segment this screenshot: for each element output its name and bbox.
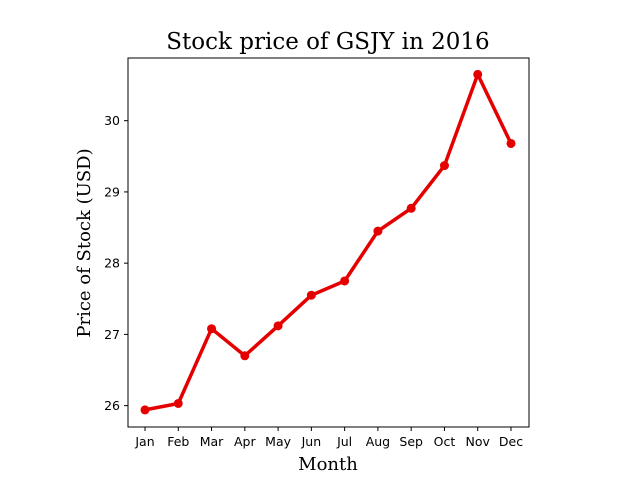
- data-point: [273, 321, 283, 331]
- y-tick-label: 26: [104, 398, 120, 413]
- x-tick-label: Jun: [301, 434, 322, 449]
- y-tick-label: 30: [104, 113, 120, 128]
- y-tick-label: 28: [104, 256, 120, 271]
- x-tick-label: Nov: [466, 434, 491, 449]
- series-line: [143, 72, 513, 412]
- x-tick-label: Aug: [366, 434, 390, 449]
- data-point: [340, 276, 350, 286]
- x-tick-label: Dec: [499, 434, 523, 449]
- x-tick-label: Jul: [336, 434, 352, 449]
- y-axis-label: Price of Stock (USD): [74, 148, 95, 337]
- x-tick-label: Jan: [134, 434, 154, 449]
- x-tick-label: Oct: [434, 434, 456, 449]
- x-axis-label: Month: [298, 454, 358, 475]
- x-tick-label: Feb: [167, 434, 189, 449]
- x-tick-label: Sep: [399, 434, 423, 449]
- data-point: [207, 324, 217, 334]
- chart-title: Stock price of GSJY in 2016: [166, 29, 489, 55]
- data-point: [406, 203, 416, 213]
- plot-area: 26 27 28 29 30 Jan Feb Mar Apr May Jun Jul Aug Sep Oc…: [104, 57, 530, 449]
- y-tick-label: 29: [104, 184, 120, 199]
- data-point: [306, 290, 316, 300]
- plot-frame: [127, 57, 530, 428]
- x-tick-label: Apr: [234, 434, 256, 449]
- data-point: [173, 398, 183, 408]
- x-tick-label: May: [265, 434, 291, 449]
- x-axis-ticks: Jan Feb Mar Apr May Jun Jul Aug Sep Oct Nov Dec: [134, 427, 523, 449]
- data-point: [140, 405, 150, 415]
- y-tick-label: 27: [104, 327, 120, 342]
- series-layer: [140, 69, 516, 415]
- x-tick-label: Mar: [200, 434, 224, 449]
- data-point: [240, 351, 250, 361]
- y-axis-ticks: 26 27 28 29 30: [104, 113, 128, 413]
- data-point: [473, 69, 483, 79]
- data-point: [373, 226, 383, 236]
- data-point: [506, 138, 516, 148]
- data-point: [439, 161, 449, 171]
